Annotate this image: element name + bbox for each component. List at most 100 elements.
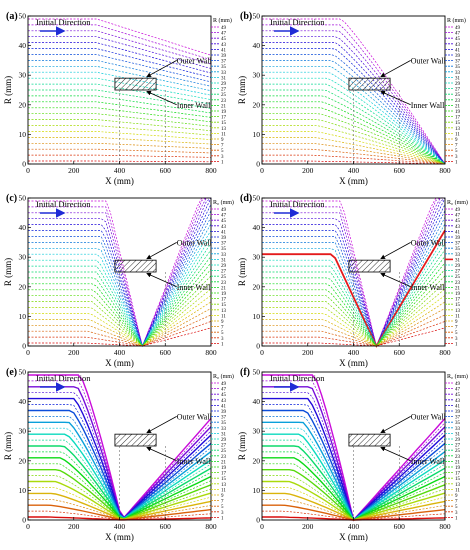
- initial-direction-label: Initial Direction: [270, 17, 325, 27]
- x-tick-label: 0: [260, 522, 264, 531]
- legend-label-1: 1: [455, 342, 458, 347]
- series-line-43: [28, 36, 212, 69]
- legend-label-11: 11: [221, 488, 226, 493]
- legend-label-49: 49: [221, 382, 227, 387]
- legend-label-45: 45: [221, 393, 227, 398]
- legend-label-37: 37: [221, 242, 227, 247]
- legend-label-3: 3: [221, 337, 224, 342]
- series-line-17: [262, 275, 446, 347]
- legend-label-21: 21: [455, 104, 461, 109]
- legend-label-13: 13: [221, 309, 227, 314]
- y-tick-label: 10: [253, 486, 261, 495]
- legend-label-47: 47: [221, 388, 227, 393]
- wall-block: [348, 259, 391, 273]
- legend-label-19: 19: [455, 466, 461, 471]
- series-line-43: [262, 392, 446, 521]
- x-tick-label: 400: [348, 166, 360, 175]
- y-tick-label: 30: [19, 253, 27, 262]
- x-tick-label: 0: [26, 522, 30, 531]
- inner-wall-label: Inner Wall: [177, 283, 211, 292]
- legend-label-17: 17: [221, 472, 227, 477]
- series-line-35: [262, 60, 446, 165]
- series-line-3: [262, 321, 446, 347]
- legend-label-31: 31: [221, 258, 227, 263]
- y-tick-label: 0: [22, 516, 26, 525]
- series-line-41: [28, 42, 212, 74]
- legend-label-7: 7: [221, 326, 224, 331]
- panel-d: Initial Direction Outer Wall Inner Wall 0 20…: [237, 193, 468, 368]
- panel-label: (b): [240, 11, 252, 22]
- legend-label-25: 25: [221, 449, 227, 454]
- legend-label-41: 41: [455, 404, 461, 409]
- x-tick-label: 200: [68, 522, 80, 531]
- series-line-7: [28, 142, 212, 149]
- series-line-15: [262, 119, 446, 165]
- legend-label-31: 31: [221, 432, 227, 437]
- legend-label-25: 25: [455, 449, 461, 454]
- legend-label-35: 35: [455, 65, 461, 70]
- y-tick-label: 50: [253, 194, 261, 203]
- y-tick-label: 30: [253, 427, 261, 436]
- series-line-39: [28, 404, 212, 519]
- legend-label-29: 29: [455, 264, 461, 269]
- y-tick-label: 20: [19, 100, 27, 109]
- y-tick-label: 30: [253, 71, 261, 80]
- legend-label-1: 1: [221, 516, 224, 521]
- y-tick-label: 40: [253, 397, 261, 406]
- legend-label-23: 23: [221, 99, 227, 104]
- x-tick-label: 400: [114, 166, 126, 175]
- legend-label-47: 47: [455, 32, 461, 37]
- outer-wall-label: Outer Wall: [411, 56, 447, 65]
- legend-label-17: 17: [455, 472, 461, 477]
- legend-label-37: 37: [221, 60, 227, 65]
- legend-label-35: 35: [221, 247, 227, 252]
- panel-b: Initial Direction Outer Wall Inner Wall 0 20…: [237, 11, 466, 186]
- legend-label-29: 29: [455, 438, 461, 443]
- legend-label-39: 39: [455, 236, 461, 241]
- y-tick-label: 30: [19, 71, 27, 80]
- series-line-37: [262, 210, 446, 347]
- legend-label-27: 27: [221, 88, 227, 93]
- x-tick-label: 800: [205, 166, 217, 175]
- legend-title: R₀ (mm): [447, 199, 468, 206]
- x-tick-label: 600: [394, 522, 406, 531]
- legend-label-5: 5: [221, 331, 224, 336]
- x-tick-label: 600: [394, 166, 406, 175]
- legend-label-11: 11: [221, 314, 226, 319]
- x-tick-label: 200: [302, 522, 314, 531]
- y-tick-label: 20: [253, 282, 261, 291]
- series-line-17: [28, 275, 212, 347]
- legend-label-49: 49: [455, 382, 461, 387]
- y-tick-label: 50: [19, 194, 27, 203]
- x-axis-label: X (mm): [105, 358, 134, 368]
- series-line-21: [28, 101, 212, 118]
- y-tick-label: 40: [19, 223, 27, 232]
- series-line-5: [28, 314, 212, 347]
- legend-label-15: 15: [221, 303, 227, 308]
- series-line-15: [28, 119, 212, 132]
- legend-label-15: 15: [221, 121, 227, 126]
- legend-label-33: 33: [221, 253, 227, 258]
- legend-label-33: 33: [455, 427, 461, 432]
- legend-label-11: 11: [455, 314, 460, 319]
- x-axis-label: X (mm): [105, 532, 134, 542]
- legend-label-17: 17: [221, 298, 227, 303]
- legend-label-33: 33: [221, 71, 227, 76]
- legend-label-3: 3: [221, 511, 224, 516]
- outer-wall-arrow: [380, 60, 411, 78]
- x-tick-label: 400: [348, 348, 360, 357]
- legend-title: R₀ (mm): [213, 199, 234, 206]
- legend-label-39: 39: [455, 410, 461, 415]
- series-line-33: [28, 65, 212, 92]
- series-line-15: [28, 282, 212, 347]
- series-line-25: [28, 89, 212, 109]
- legend-label-35: 35: [221, 65, 227, 70]
- inner-wall-arrow: [380, 272, 411, 288]
- panel-label: (e): [6, 367, 17, 378]
- legend-label-25: 25: [221, 275, 227, 280]
- x-axis-label: X (mm): [339, 176, 368, 186]
- legend-label-31: 31: [455, 76, 461, 81]
- legend-label-7: 7: [455, 144, 458, 149]
- legend-label-27: 27: [221, 444, 227, 449]
- y-tick-label: 10: [19, 130, 27, 139]
